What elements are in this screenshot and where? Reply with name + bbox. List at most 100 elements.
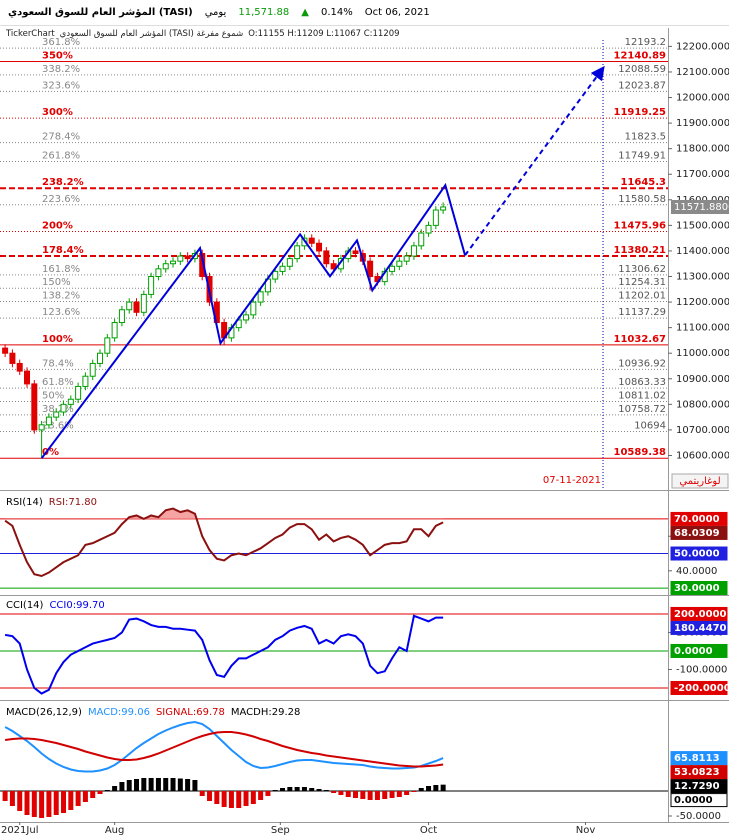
histogram-bar: [331, 791, 337, 793]
y-tick-label: 11200.0000: [676, 297, 729, 308]
candle-body: [316, 242, 323, 252]
value-box: [670, 779, 728, 794]
histogram-bar: [82, 791, 88, 802]
y-tick-label: 11800.0000: [676, 144, 729, 155]
candle-body: [38, 424, 45, 431]
fib-label: 323.6%: [42, 80, 80, 91]
value-box-label: 0.0000: [674, 795, 713, 806]
histogram-bar: [90, 791, 96, 798]
indicator-label: SIGNAL:69.78: [156, 707, 225, 718]
candle-body: [31, 383, 38, 431]
last-price: 11,571.88: [238, 7, 290, 18]
histogram-bar: [126, 780, 132, 791]
candle-body: [133, 301, 140, 313]
value-box: [670, 620, 728, 635]
value-box-label: 200.0000: [674, 609, 727, 620]
date: Oct 06, 2021: [364, 7, 430, 18]
fib-label: 50%: [42, 391, 64, 402]
fib-value: 11580.58: [618, 194, 666, 205]
histogram-bar: [192, 780, 198, 791]
histogram-bar: [2, 791, 8, 801]
header: المؤشر العام للسوق السعودي (TASI) يومي 1…: [0, 0, 729, 26]
indicator-label: RSI:71.80: [49, 497, 97, 508]
fib-label: 150%: [42, 277, 71, 288]
value-box-label: -200.0000: [674, 683, 729, 694]
candle-body: [89, 362, 96, 377]
log-button[interactable]: [671, 473, 729, 489]
histogram-bar: [61, 791, 67, 813]
histogram-bar: [389, 791, 395, 798]
histogram-bar: [104, 790, 110, 791]
y-tick-label: 10600.0000: [676, 450, 729, 461]
histogram-bar: [214, 791, 220, 804]
candle-body: [184, 255, 191, 260]
candle-body: [235, 319, 242, 329]
y-tick-label: -100.0000: [676, 664, 727, 675]
histogram-bar: [411, 791, 417, 792]
subtitle: المؤشر العام للسوق السعودي (TASI) شموع م…: [59, 29, 244, 39]
value-box-label: 30.0000: [674, 583, 720, 594]
fib-label: 61.8%: [42, 377, 74, 388]
histogram-bar: [221, 791, 227, 807]
fib-label: 361.8%: [42, 37, 80, 48]
histogram-bar: [280, 788, 286, 791]
indicator-line: [4, 614, 444, 695]
histogram-bar: [316, 789, 322, 791]
value-box-label: 65.8113: [674, 753, 720, 764]
y-tick-label: 11000.0000: [676, 348, 729, 359]
indicator-label: MACD(26,12,9): [6, 707, 82, 718]
y-tick-label: 12100.0000: [676, 67, 729, 78]
histogram-bar: [353, 791, 359, 798]
candle-body: [272, 270, 279, 280]
change-arrow: ▲: [301, 7, 309, 18]
value-box-label: 12.7290: [674, 781, 720, 792]
forecast-label: 07-11-2021: [543, 475, 601, 486]
candle-body: [16, 362, 23, 372]
fib-value: 10863.33: [618, 377, 666, 388]
fib-label: 238.2%: [42, 177, 84, 188]
fib-value: 11645.3: [620, 177, 666, 188]
histogram-bar: [338, 791, 344, 795]
y-tick-label: 11100.0000: [676, 323, 729, 334]
histogram-bar: [294, 787, 300, 791]
value-box-label: 70.0000: [674, 514, 720, 525]
candle-body: [396, 260, 403, 267]
histogram-bar: [53, 791, 59, 815]
candle-body: [177, 255, 184, 262]
histogram-bar: [207, 791, 213, 801]
candle-body: [294, 245, 301, 260]
value-box: [670, 606, 728, 621]
fib-value: 10694: [634, 420, 666, 431]
candle-body: [330, 263, 337, 270]
fib-label: 178.4%: [42, 245, 84, 256]
histogram-bar: [9, 791, 15, 806]
histogram-bar: [177, 778, 183, 791]
histogram-bar: [134, 779, 140, 791]
histogram-bar: [24, 791, 30, 815]
candle-body: [432, 209, 439, 226]
fib-label: 161.8%: [42, 264, 80, 275]
histogram-bar: [31, 791, 37, 817]
fib-label: 0%: [42, 447, 59, 458]
fib-value: 10589.38: [613, 447, 666, 458]
instrument-title: المؤشر العام للسوق السعودي (TASI): [8, 7, 193, 18]
indicator-label: CCI(14): [6, 600, 44, 611]
x-tick-label: 2021Jul: [1, 825, 39, 836]
histogram-bar: [17, 791, 23, 811]
y-tick-label: 40.0000: [676, 566, 717, 577]
histogram-bar: [97, 791, 103, 794]
indicator-label: RSI(14): [6, 497, 43, 508]
histogram-bar: [418, 788, 424, 791]
candle-body: [425, 224, 432, 234]
fib-value: 11380.21: [613, 245, 666, 256]
candle-body: [45, 416, 52, 426]
histogram-bar: [250, 791, 256, 804]
fib-value: 12023.87: [618, 80, 666, 91]
fib-label: 338.2%: [42, 64, 80, 75]
y-tick-label: 12000.0000: [676, 93, 729, 104]
fib-value: 12140.89: [613, 51, 666, 62]
indicator-label: CCI0:99.70: [49, 600, 104, 611]
y-tick-label: 10800.0000: [676, 399, 729, 410]
x-tick-label: Aug: [105, 825, 125, 836]
